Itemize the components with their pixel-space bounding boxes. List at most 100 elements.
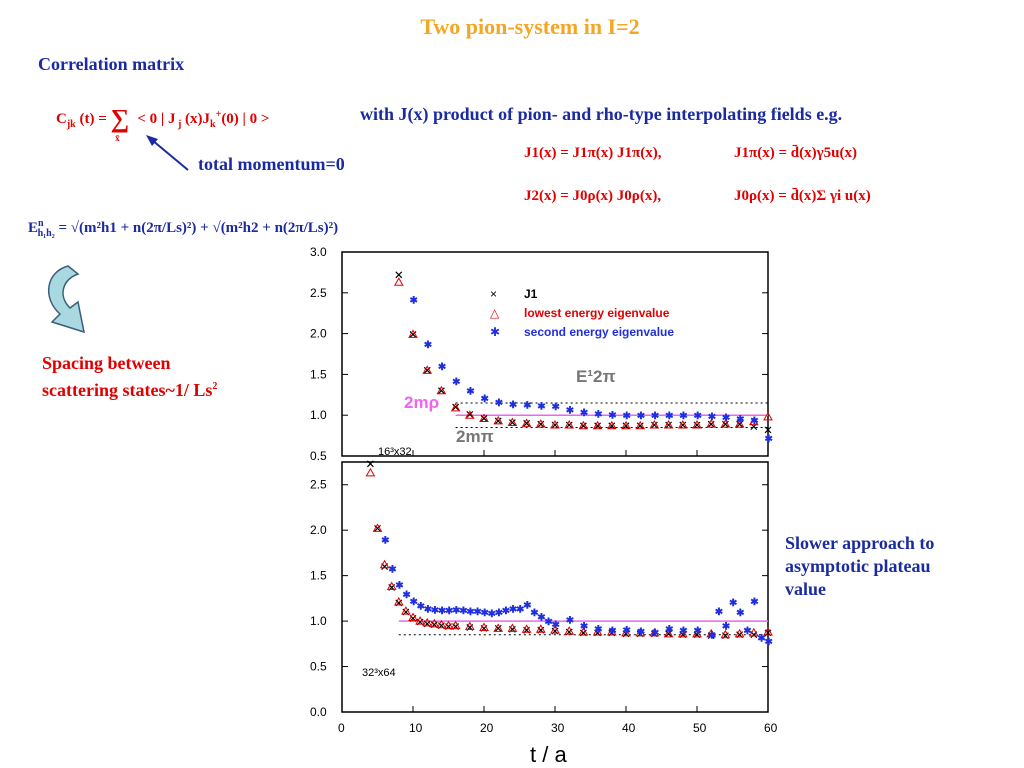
j1-point xyxy=(650,421,658,429)
second-point: ✱ xyxy=(765,637,774,648)
j1-point xyxy=(409,330,417,338)
second-point: ✱ xyxy=(552,620,561,631)
second-point: ✱ xyxy=(417,602,426,613)
with-jx-text: with J(x) product of pion- and rho-type … xyxy=(360,104,843,124)
second-point: ✱ xyxy=(679,626,688,637)
j1-point xyxy=(636,422,644,430)
second-point: ✱ xyxy=(466,607,475,618)
second-point: ✱ xyxy=(637,411,646,422)
j1pi-definition: J1π(x) = d̄(x)γ5u(x) xyxy=(734,145,857,161)
second-point: ✱ xyxy=(431,605,440,616)
j1-point xyxy=(594,422,602,430)
second-point: ✱ xyxy=(757,633,766,644)
lowest-point xyxy=(464,621,475,631)
lowest-point xyxy=(578,420,589,430)
second-point: ✱ xyxy=(523,601,532,612)
j1-point xyxy=(494,417,502,425)
lowest-point xyxy=(422,365,433,374)
second-point: ✱ xyxy=(580,408,589,419)
lowest-point xyxy=(365,467,376,477)
j1-point xyxy=(665,630,673,638)
lowest-point xyxy=(415,616,425,625)
lowest-point xyxy=(372,523,383,532)
legend-marker: △ xyxy=(490,306,500,320)
lowest-point xyxy=(393,277,404,286)
second-point: ✱ xyxy=(452,377,461,388)
lowest-point xyxy=(706,419,717,428)
second-point: ✱ xyxy=(481,608,490,619)
second-point: ✱ xyxy=(651,628,660,639)
x-tick-label: 10 xyxy=(409,721,423,735)
lowest-point xyxy=(663,628,674,638)
legend-label: J1 xyxy=(524,287,538,301)
j1-point xyxy=(693,421,701,429)
j1-point xyxy=(466,410,474,418)
lowest-point xyxy=(649,419,660,429)
y-tick-label: 1.0 xyxy=(310,408,327,422)
annotation-2m-pi: 2mπ xyxy=(456,427,494,446)
pointer-arrow-icon xyxy=(146,135,189,171)
spacing-note: Spacing between scattering states~1/ Ls2 xyxy=(42,352,217,402)
second-point: ✱ xyxy=(566,615,575,626)
second-point: ✱ xyxy=(729,598,738,609)
slower-note-line2: asymptotic plateau xyxy=(785,556,931,576)
second-point: ✱ xyxy=(623,411,632,422)
lowest-point xyxy=(550,419,560,429)
y-tick-label: 3.0 xyxy=(310,245,327,259)
second-point: ✱ xyxy=(424,340,433,351)
spacing-note-line1: Spacing between xyxy=(42,353,171,373)
second-point: ✱ xyxy=(580,622,589,633)
correlator-equation: Cjk (t) = ∑x̄ < 0 | J j (x)Jk+(0) | 0 > xyxy=(56,104,270,143)
lowest-point xyxy=(479,622,489,631)
legend-marker: ✱ xyxy=(490,325,500,339)
second-point: ✱ xyxy=(715,607,724,618)
lowest-point xyxy=(635,420,646,430)
j1-point xyxy=(721,420,729,428)
second-point: ✱ xyxy=(424,604,433,615)
j1-point xyxy=(437,387,445,395)
j1-point xyxy=(665,421,673,429)
lowest-point xyxy=(386,581,397,591)
lowest-point xyxy=(493,623,504,632)
slide-title: Two pion-system in I=2 xyxy=(420,14,640,39)
lowest-point xyxy=(763,411,773,421)
j1-point xyxy=(508,419,516,426)
j1-point xyxy=(551,421,559,429)
second-point: ✱ xyxy=(523,401,532,412)
plot-frame xyxy=(341,461,769,713)
second-point: ✱ xyxy=(694,626,703,637)
second-point: ✱ xyxy=(381,535,390,546)
lowest-point xyxy=(621,627,631,637)
second-point: ✱ xyxy=(502,606,511,617)
lowest-point xyxy=(677,419,688,429)
lowest-point xyxy=(450,620,461,630)
y-tick-label: 1.5 xyxy=(310,367,327,381)
slower-note-line3: value xyxy=(785,579,827,599)
j1-point xyxy=(622,422,630,430)
second-point: ✱ xyxy=(750,597,759,608)
correlator-rhs: < 0 | J xyxy=(137,111,176,127)
y-tick-label: 1.5 xyxy=(310,569,327,583)
lowest-point xyxy=(401,606,411,615)
y-tick-label: 1.0 xyxy=(310,614,327,628)
second-point: ✱ xyxy=(481,394,490,405)
second-point: ✱ xyxy=(445,606,454,617)
second-point: ✱ xyxy=(402,590,411,601)
lowest-point xyxy=(535,624,546,633)
slower-note-line1: Slower approach to xyxy=(785,533,935,553)
legend-label: lowest energy eigenvalue xyxy=(524,306,670,320)
second-point: ✱ xyxy=(410,295,419,306)
lowest-point xyxy=(436,385,447,395)
lowest-point xyxy=(720,629,731,639)
lowest-point xyxy=(564,419,575,429)
second-point: ✱ xyxy=(750,416,759,427)
lowest-point xyxy=(521,418,532,427)
lowest-point xyxy=(507,623,518,632)
lowest-point xyxy=(493,415,504,425)
y-tick-label: 0.0 xyxy=(310,705,327,719)
second-point: ✱ xyxy=(665,624,674,635)
second-point: ✱ xyxy=(495,398,504,409)
y-tick-label: 2.0 xyxy=(310,523,327,537)
second-point: ✱ xyxy=(566,405,575,416)
